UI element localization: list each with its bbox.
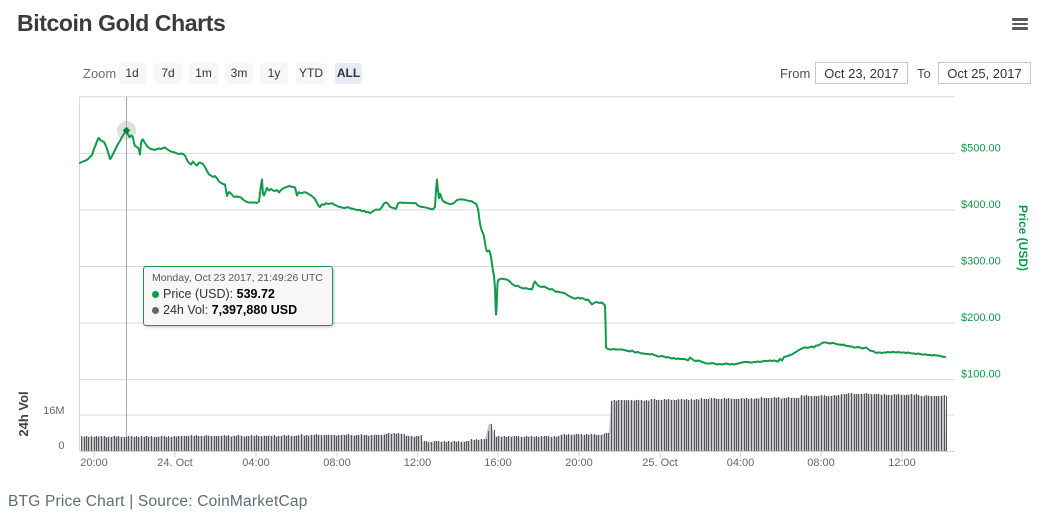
svg-text:16:00: 16:00 bbox=[484, 457, 512, 469]
svg-text:0: 0 bbox=[58, 440, 64, 452]
svg-text:12:00: 12:00 bbox=[888, 457, 916, 469]
svg-text:04:00: 04:00 bbox=[242, 457, 270, 469]
svg-text:$200.00: $200.00 bbox=[961, 312, 1001, 324]
svg-text:24. Oct: 24. Oct bbox=[157, 457, 192, 469]
svg-text:04:00: 04:00 bbox=[727, 457, 755, 469]
svg-text:$500.00: $500.00 bbox=[961, 143, 1001, 155]
svg-text:Price (USD): Price (USD) bbox=[1016, 205, 1030, 271]
svg-text:08:00: 08:00 bbox=[807, 457, 835, 469]
svg-text:25. Oct: 25. Oct bbox=[642, 457, 677, 469]
svg-text:20:00: 20:00 bbox=[565, 457, 593, 469]
svg-text:12:00: 12:00 bbox=[404, 457, 432, 469]
svg-text:24h Vol: 24h Vol bbox=[16, 391, 31, 436]
svg-text:08:00: 08:00 bbox=[323, 457, 351, 469]
svg-text:$300.00: $300.00 bbox=[961, 256, 1001, 268]
svg-text:20:00: 20:00 bbox=[80, 457, 108, 469]
svg-text:$100.00: $100.00 bbox=[961, 369, 1001, 381]
svg-text:$400.00: $400.00 bbox=[961, 199, 1001, 211]
svg-text:16M: 16M bbox=[43, 405, 64, 417]
